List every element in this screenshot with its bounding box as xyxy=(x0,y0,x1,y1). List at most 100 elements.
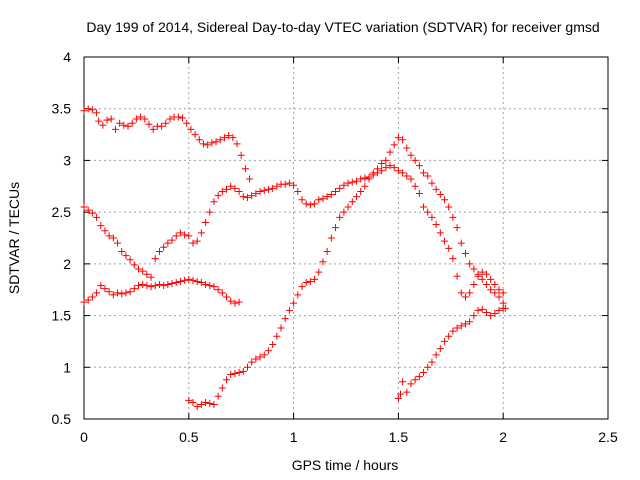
data-point-track-b xyxy=(394,167,402,175)
data-point-track-b xyxy=(306,201,314,209)
data-point-track-d xyxy=(386,148,394,156)
data-point-track-e xyxy=(449,327,457,335)
data-point-track-e xyxy=(403,388,411,396)
y-tick-label: 1 xyxy=(63,359,71,375)
data-point-track-d xyxy=(466,260,474,268)
data-point-track-b xyxy=(482,270,490,278)
data-point-track-d xyxy=(269,341,277,349)
data-point-track-d xyxy=(487,286,495,294)
data-point-track-d xyxy=(357,187,365,195)
data-point-track-c xyxy=(189,276,197,284)
data-point-track-b xyxy=(436,229,444,237)
data-point-track-a xyxy=(141,115,149,123)
y-tick-label: 3.5 xyxy=(52,101,72,117)
data-point-track-a xyxy=(88,106,96,114)
data-point-track-d xyxy=(332,224,340,232)
x-axis-label: GPS time / hours xyxy=(292,457,399,473)
data-point-track-e xyxy=(411,376,419,384)
data-point-track-b xyxy=(256,187,264,195)
data-point-track-d xyxy=(436,191,444,199)
y-tick-label: 4 xyxy=(63,49,71,65)
data-point-track-c xyxy=(93,289,101,297)
data-point-track-d xyxy=(365,175,373,183)
data-point-track-b xyxy=(206,208,214,216)
data-point-track-b xyxy=(424,208,432,216)
data-point-track-b xyxy=(189,239,197,247)
data-point-track-d xyxy=(223,376,231,384)
data-point-track-c xyxy=(206,282,214,290)
data-point-track-d xyxy=(197,401,205,409)
data-point-track-d xyxy=(285,306,293,314)
data-point-track-c xyxy=(197,278,205,286)
data-point-track-c xyxy=(227,297,235,305)
data-point-track-a xyxy=(174,113,182,121)
data-point-track-d xyxy=(491,289,499,297)
data-point-track-c xyxy=(143,282,151,290)
data-point-track-a xyxy=(208,139,216,147)
data-point-track-b xyxy=(491,281,499,289)
data-point-track-d xyxy=(399,136,407,144)
data-point-track-b xyxy=(109,234,117,242)
axis-ticks: 0 0.5 1 1.5 2 2.5 0.5 1 1.5 2 2.5 3 3.5 4 xyxy=(52,49,618,445)
data-point-track-d xyxy=(432,185,440,193)
data-point-track-e xyxy=(499,304,507,312)
data-point-track-d xyxy=(311,275,319,283)
data-point-track-a xyxy=(128,119,136,127)
data-point-track-a xyxy=(124,122,132,130)
data-point-track-b xyxy=(202,218,210,226)
data-point-track-d xyxy=(378,160,386,168)
data-point-track-d xyxy=(277,324,285,332)
data-point-track-a xyxy=(116,119,124,127)
plot-frame xyxy=(83,56,609,420)
data-point-track-b xyxy=(239,193,247,201)
data-point-track-b xyxy=(340,181,348,189)
data-point-track-b xyxy=(336,184,344,192)
data-point-track-b xyxy=(122,252,130,260)
data-point-track-a xyxy=(216,136,224,144)
data-point-track-d xyxy=(214,392,222,400)
data-point-track-e xyxy=(482,308,490,316)
data-point-track-d xyxy=(470,265,478,273)
data-point-track-e xyxy=(478,305,486,313)
data-point-track-c xyxy=(231,299,239,307)
data-point-track-e xyxy=(432,351,440,359)
data-point-track-e xyxy=(487,312,495,320)
data-point-track-b xyxy=(445,244,453,252)
data-point-track-d xyxy=(478,275,486,283)
data-point-track-d xyxy=(218,384,226,392)
data-point-track-c xyxy=(88,293,96,301)
data-point-track-b xyxy=(172,232,180,240)
data-point-track-d xyxy=(260,351,268,359)
data-point-track-b xyxy=(252,190,260,198)
data-point-track-b xyxy=(218,187,226,195)
data-point-track-b xyxy=(386,162,394,170)
data-point-track-d xyxy=(206,399,214,407)
data-point-track-b xyxy=(449,255,457,263)
data-point-track-b xyxy=(97,222,105,230)
data-point-track-a xyxy=(241,165,249,173)
data-point-track-d xyxy=(428,179,436,187)
data-point-track-b xyxy=(105,232,113,240)
data-point-track-b xyxy=(428,213,436,221)
data-point-track-c xyxy=(185,275,193,283)
data-point-track-d xyxy=(445,203,453,211)
data-point-track-d xyxy=(441,196,449,204)
data-point-track-a xyxy=(162,119,170,127)
data-point-track-b xyxy=(403,172,411,180)
data-point-track-b xyxy=(185,232,193,240)
data-point-track-b xyxy=(411,182,419,190)
data-point-track-d xyxy=(482,281,490,289)
data-point-track-b xyxy=(176,229,184,237)
data-point-track-d xyxy=(382,156,390,164)
data-point-track-a xyxy=(220,134,228,142)
data-point-track-b xyxy=(231,184,239,192)
data-point-track-d xyxy=(495,293,503,301)
data-point-track-b xyxy=(243,194,251,202)
data-point-track-d xyxy=(290,299,298,307)
data-point-track-c xyxy=(168,280,176,288)
data-point-track-b xyxy=(223,185,231,193)
y-tick-label: 2 xyxy=(63,256,71,272)
data-point-track-b xyxy=(248,192,256,200)
data-point-track-b xyxy=(478,268,486,276)
data-point-track-d xyxy=(415,162,423,170)
